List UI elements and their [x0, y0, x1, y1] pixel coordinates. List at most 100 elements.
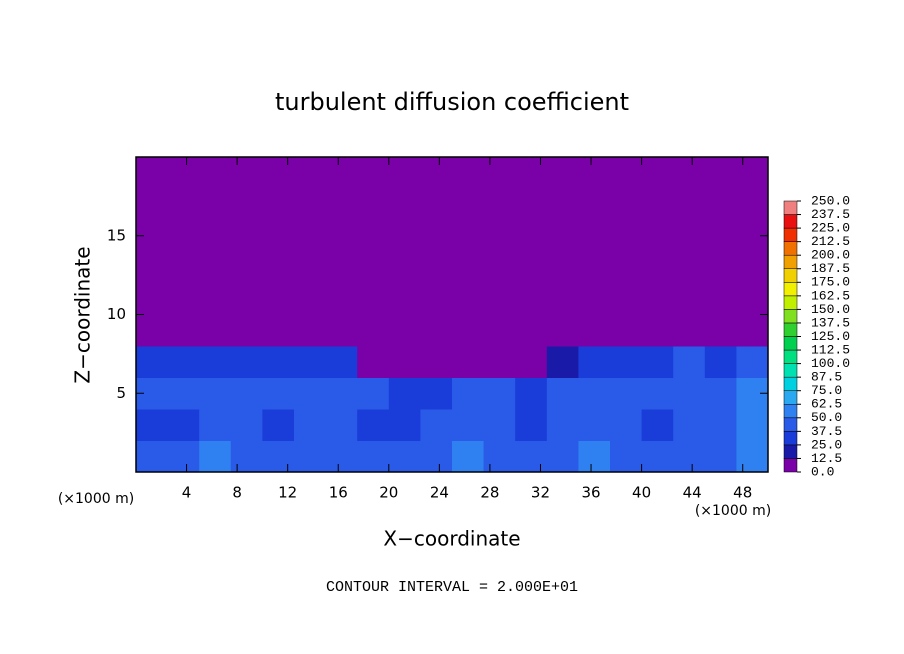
- contour-cell: [262, 409, 295, 441]
- contour-cell: [673, 377, 706, 410]
- contour-cell: [673, 188, 706, 221]
- contour-cell: [325, 440, 358, 473]
- contour-cell: [199, 409, 232, 441]
- contour-cell: [704, 440, 737, 473]
- contour-cell: [294, 314, 327, 347]
- contour-cell: [262, 346, 295, 378]
- contour-cell: [736, 314, 769, 347]
- contour-cell: [357, 157, 390, 189]
- contour-cell: [483, 346, 516, 378]
- colorbar-label: 0.0: [811, 464, 834, 479]
- contour-cell: [641, 440, 674, 473]
- contour-cell: [388, 346, 421, 378]
- contour-cell: [230, 346, 263, 378]
- contour-cell: [325, 377, 358, 410]
- colorbar-swatch: [783, 254, 798, 269]
- contour-cell: [357, 409, 390, 441]
- contour-cell: [736, 409, 769, 441]
- contour-cell: [578, 220, 611, 252]
- contour-cell: [515, 251, 548, 284]
- contour-cell: [578, 409, 611, 441]
- contour-cell: [546, 440, 579, 473]
- x-tick-label: 20: [379, 484, 398, 502]
- colorbar-label: 87.5: [811, 370, 842, 385]
- contour-cell: [483, 157, 516, 189]
- contour-cell: [357, 346, 390, 378]
- contour-cell: [199, 440, 232, 473]
- contour-cell: [420, 157, 453, 189]
- contour-cell: [325, 188, 358, 221]
- contour-cell: [199, 283, 232, 315]
- contour-cell: [388, 314, 421, 347]
- colorbar-swatch: [783, 431, 798, 446]
- contour-cell: [673, 251, 706, 284]
- colorbar-label: 75.0: [811, 383, 842, 398]
- contour-cell: [578, 188, 611, 221]
- contour-cell: [546, 346, 579, 378]
- contour-cell: [230, 188, 263, 221]
- colorbar-swatch: [783, 336, 798, 351]
- contour-cell: [357, 220, 390, 252]
- contour-cell: [641, 409, 674, 441]
- contour-cell: [483, 377, 516, 410]
- x-tick-label: 12: [278, 484, 297, 502]
- contour-cell: [704, 283, 737, 315]
- x-tick-label: 32: [531, 484, 550, 502]
- contour-cell: [388, 283, 421, 315]
- contour-cell: [388, 220, 421, 252]
- contour-cell: [199, 314, 232, 347]
- contour-cell: [673, 283, 706, 315]
- contour-cell: [515, 314, 548, 347]
- contour-cell: [452, 346, 485, 378]
- x-tick-label: 4: [182, 484, 192, 502]
- contour-cell: [262, 314, 295, 347]
- contour-cell: [262, 188, 295, 221]
- contour-cell: [673, 440, 706, 473]
- contour-cell: [357, 314, 390, 347]
- contour-cell: [199, 188, 232, 221]
- contour-cell: [325, 251, 358, 284]
- contour-cell: [420, 188, 453, 221]
- contour-cell: [357, 283, 390, 315]
- contour-cell: [452, 188, 485, 221]
- colorbar-swatch: [783, 404, 798, 419]
- contour-cell: [483, 409, 516, 441]
- contour-cell: [136, 409, 169, 441]
- colorbar-label: 112.5: [811, 342, 850, 357]
- contour-cell: [452, 377, 485, 410]
- contour-cell: [167, 157, 200, 189]
- contour-cell: [136, 314, 169, 347]
- x-tick-label: 44: [683, 484, 702, 502]
- contour-cell: [704, 157, 737, 189]
- contour-cell: [136, 157, 169, 189]
- contour-cell: [167, 251, 200, 284]
- footer-note: CONTOUR INTERVAL = 2.000E+01: [326, 579, 578, 596]
- contour-cell: [515, 188, 548, 221]
- contour-cell: [199, 251, 232, 284]
- colorbar-label: 125.0: [811, 329, 850, 344]
- contour-cell: [420, 346, 453, 378]
- colorbar-label: 100.0: [811, 356, 850, 371]
- y-tick-label: 5: [116, 384, 126, 402]
- colorbar-swatch: [783, 309, 798, 324]
- contour-cell: [641, 220, 674, 252]
- contour-cell: [641, 188, 674, 221]
- contour-cell: [736, 157, 769, 189]
- contour-cell: [357, 377, 390, 410]
- contour-cell: [388, 251, 421, 284]
- contour-cell: [136, 188, 169, 221]
- contour-cell: [641, 283, 674, 315]
- colorbar-swatch: [783, 417, 798, 432]
- contour-cell: [262, 377, 295, 410]
- contour-cell: [388, 440, 421, 473]
- contour-cell: [704, 377, 737, 410]
- contour-cell: [294, 251, 327, 284]
- contour-cell: [420, 314, 453, 347]
- contour-cell: [515, 346, 548, 378]
- contour-cell: [230, 220, 263, 252]
- contour-cell: [515, 377, 548, 410]
- contour-cell: [167, 220, 200, 252]
- colorbar-swatch: [783, 376, 798, 391]
- contour-cell: [325, 283, 358, 315]
- contour-cell: [546, 314, 579, 347]
